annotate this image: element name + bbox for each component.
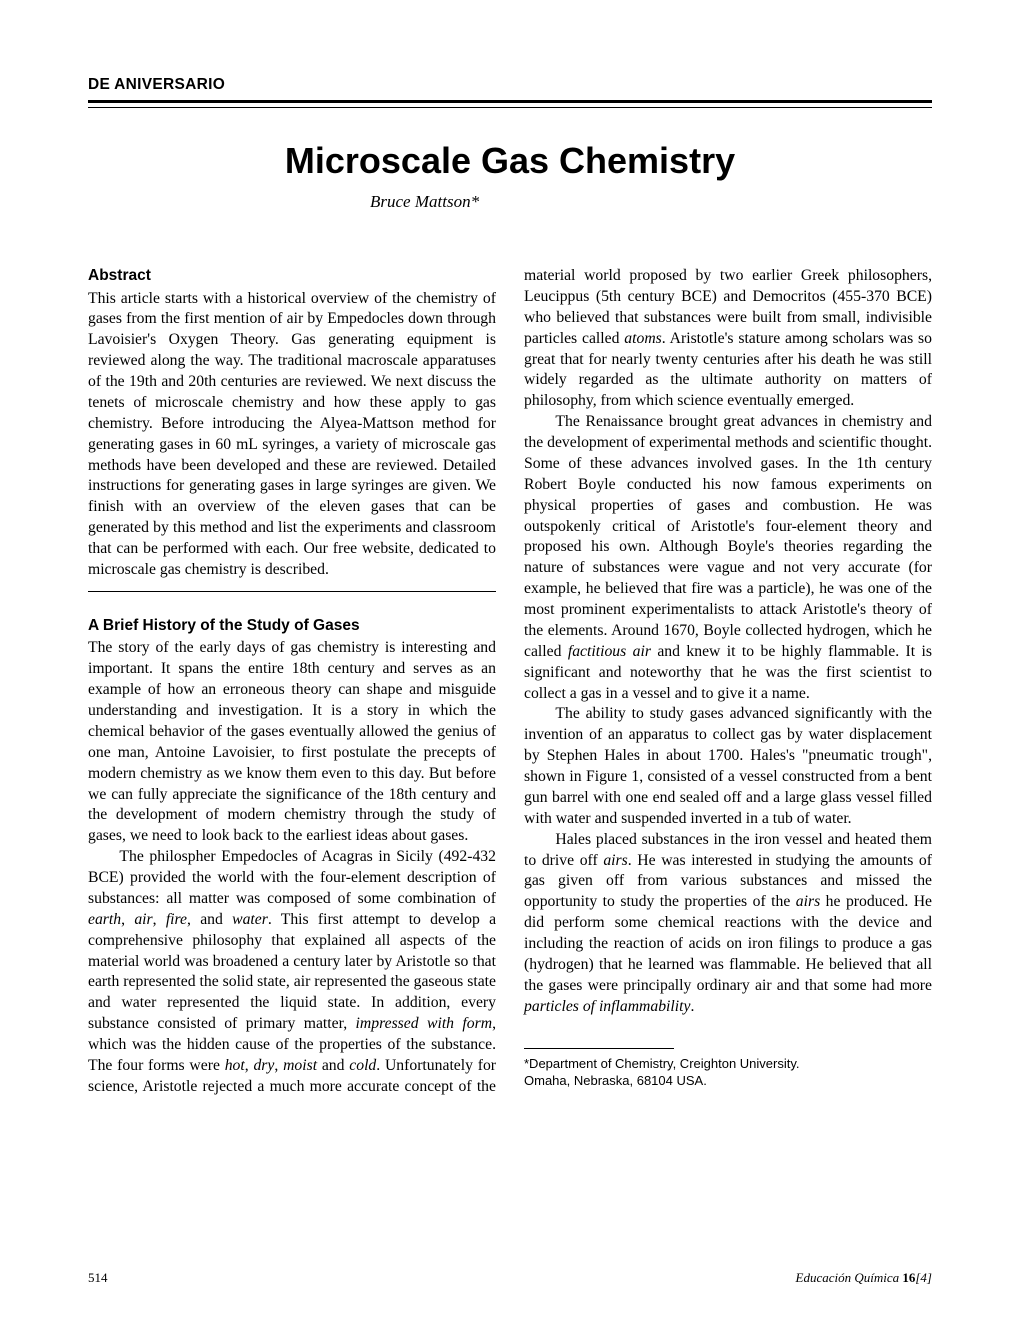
text: primary matter, (246, 1015, 356, 1032)
page-footer: 514 Educación Química 16[4] (88, 1270, 932, 1286)
history-p1: The story of the early days of gas chemi… (88, 638, 496, 847)
header-rule (88, 100, 932, 108)
italic: air (134, 911, 152, 928)
text: , and (187, 911, 232, 928)
italic: particles of inflammability (524, 998, 690, 1015)
footnote-line2: Omaha, Nebraska, 68104 USA. (524, 1072, 932, 1090)
article-title: Microscale Gas Chemistry (88, 140, 932, 182)
journal-issue: [4] (915, 1270, 932, 1285)
history-p4: The Renaissance brought great advances i… (524, 412, 932, 704)
italic: cold (349, 1057, 376, 1074)
history-p6: Hales placed substances in the iron vess… (524, 830, 932, 1018)
abstract-heading: Abstract (88, 266, 496, 287)
text: . This first attempt to develop a compre… (88, 911, 496, 1032)
body-columns: Abstract This article starts with a hist… (88, 266, 932, 1098)
text: The Renaissance brought great advances i… (524, 413, 932, 660)
journal-ref: Educación Química 16[4] (796, 1270, 933, 1286)
history-p5: The ability to study gases advanced sign… (524, 704, 932, 829)
italic: hot (225, 1057, 245, 1074)
italic: earth (88, 911, 121, 928)
section-label: DE ANIVERSARIO (88, 76, 932, 100)
page: DE ANIVERSARIO Microscale Gas Chemistry … (0, 0, 1020, 1320)
italic: fire (166, 911, 187, 928)
journal-vol: 16 (902, 1270, 915, 1285)
journal-name: Educación Química (796, 1270, 903, 1285)
page-number: 514 (88, 1270, 108, 1286)
italic: moist (283, 1057, 317, 1074)
article-author: Bruce Mattson* (370, 192, 932, 212)
italic: water (232, 911, 268, 928)
italic: factitious air (568, 643, 651, 660)
footnote-rule (524, 1048, 674, 1049)
italic: airs (796, 893, 820, 910)
italic: impressed with form (356, 1015, 493, 1032)
abstract-block: Abstract This article starts with a hist… (88, 266, 496, 592)
abstract-text: This article starts with a historical ov… (88, 289, 496, 581)
text: . (690, 998, 694, 1015)
italic: atoms (624, 330, 661, 347)
abstract-rule (88, 591, 496, 592)
history-heading: A Brief History of the Study of Gases (88, 616, 496, 637)
footnote-line1: *Department of Chemistry, Creighton Univ… (524, 1055, 932, 1073)
italic: airs (603, 852, 627, 869)
text: The philospher Empedocles of Acagras in … (88, 848, 496, 907)
text: and (317, 1057, 349, 1074)
italic: dry (253, 1057, 274, 1074)
